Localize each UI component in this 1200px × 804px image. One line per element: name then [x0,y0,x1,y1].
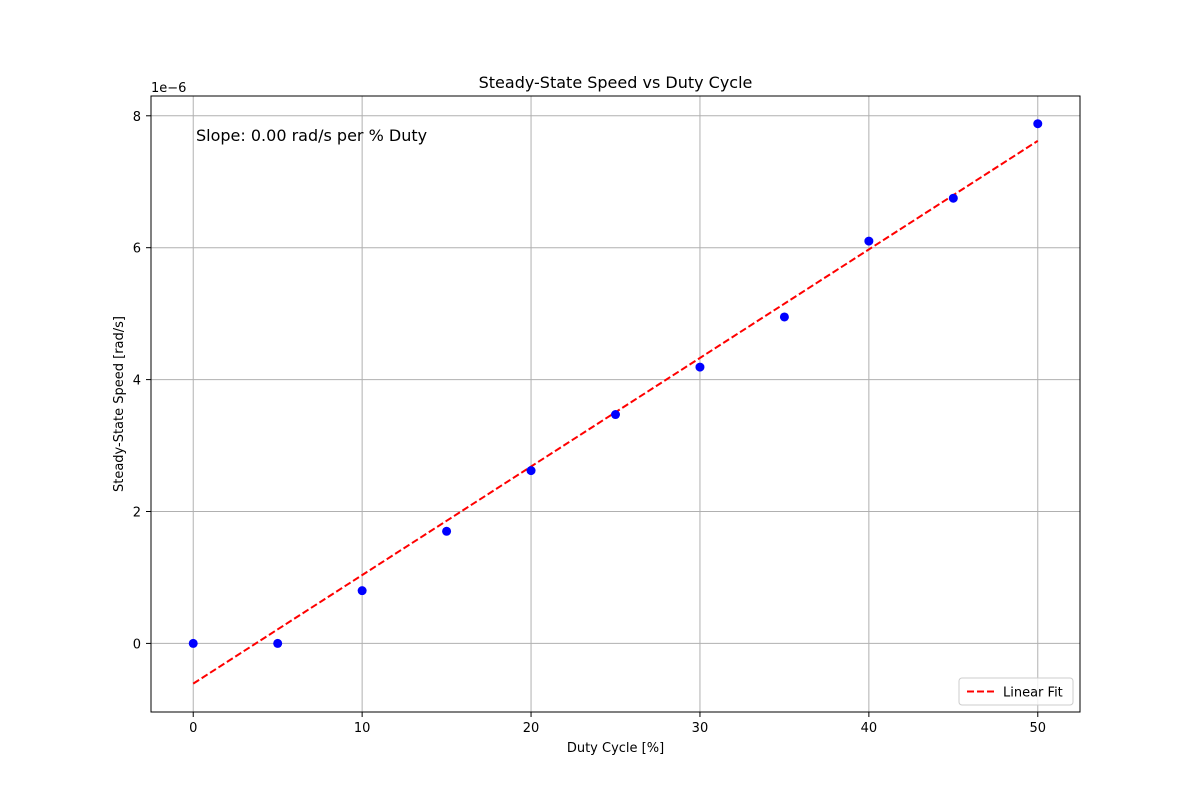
data-point [188,638,198,648]
x-tick-label: 20 [523,721,540,736]
legend-box [958,677,1074,706]
plot-frame [150,95,1081,713]
data-point [1033,119,1043,129]
data-point [526,466,536,476]
legend: Linear Fit [958,677,1074,706]
y-axis-offset-label: 1e−6 [151,81,186,96]
y-tick-label: 2 [133,506,141,521]
data-point [357,586,367,596]
x-tick-label: 0 [189,721,197,736]
data-point [864,236,874,246]
y-axis-label: Steady-State Speed [rad/s] [112,316,127,492]
x-tick-label: 10 [354,721,371,736]
x-axis-label: Duty Cycle [%] [567,741,664,756]
plot-series [188,119,1043,685]
y-tick-label: 0 [133,637,141,652]
data-point [695,362,705,372]
slope-annotation: Slope: 0.00 rad/s per % Duty [196,126,427,145]
data-point [611,410,620,420]
y-tick-label: 4 [133,374,141,389]
data-point [273,638,283,648]
chart-title: Steady-State Speed vs Duty Cycle [479,73,753,92]
grid [151,96,1080,712]
data-point [948,193,958,203]
x-tick-label: 40 [861,721,878,736]
y-tick-label: 6 [133,242,141,257]
x-tick-label: 50 [1029,721,1046,736]
data-point [779,312,789,322]
axis-ticks: 0 10 20 30 40 50 0 2 4 6 8 [133,110,1046,736]
data-point [442,526,452,536]
x-tick-label: 30 [692,721,709,736]
legend-label-linear-fit: Linear Fit [1003,686,1063,701]
y-tick-label: 8 [133,110,141,125]
